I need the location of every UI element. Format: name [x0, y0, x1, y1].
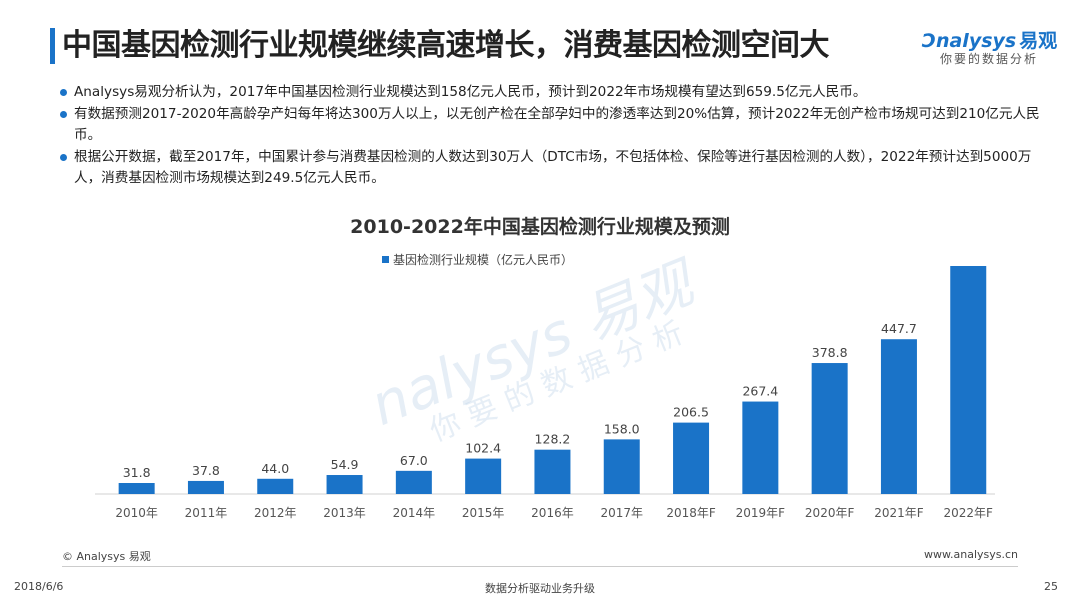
logo-slogan: 你要的数据分析	[940, 52, 1039, 66]
x-tick-label: 2021年F	[874, 506, 924, 520]
bullet-text: 有数据预测2017-2020年高龄孕产妇每年将达300万人以上，以无创产检在全部…	[74, 106, 1040, 143]
bullet-dot-icon	[60, 154, 67, 161]
x-tick-label: 2020年F	[805, 506, 855, 520]
bar	[465, 458, 502, 494]
bullet-item: 根据公开数据，截至2017年，中国累计参与消费基因检测的人数达到30万人（DTC…	[60, 147, 1045, 189]
page-title: 中国基因检测行业规模继续高速增长，消费基因检测空间大	[62, 28, 830, 63]
bar-value-label: 206.5	[673, 405, 709, 420]
bullet-dot-icon	[60, 89, 67, 96]
bar	[603, 439, 640, 494]
chart-legend: 基因检测行业规模（亿元人民币）	[382, 251, 573, 268]
bar	[811, 363, 848, 494]
logo-cn: 易观	[1019, 30, 1058, 52]
bullet-dot-icon	[60, 111, 67, 118]
footer-website: www.analysys.cn	[924, 548, 1018, 561]
bar-value-label: 378.8	[812, 345, 848, 360]
x-tick-label: 2010年	[115, 506, 158, 520]
bar-value-label: 44.0	[261, 461, 289, 476]
bar	[950, 266, 987, 494]
x-tick-label: 2015年	[462, 506, 505, 520]
x-tick-label: 2019年F	[736, 506, 786, 520]
bar	[880, 339, 917, 494]
x-tick-label: 2022年F	[944, 506, 994, 520]
x-tick-label: 2013年	[323, 506, 366, 520]
x-tick-label: 2011年	[185, 506, 228, 520]
x-tick-label: 2016年	[531, 506, 574, 520]
legend-label: 基因检测行业规模（亿元人民币）	[393, 253, 574, 267]
bar-value-label: 67.0	[400, 453, 428, 468]
bar-value-label: 31.8	[123, 465, 151, 480]
x-tick-label: 2018年F	[666, 506, 716, 520]
bar	[257, 478, 294, 494]
bar-value-label: 447.7	[881, 321, 917, 336]
logo-wordmark: Ↄnalysys 易观	[922, 26, 1057, 53]
bar-value-label: 37.8	[192, 463, 220, 478]
bar-value-label: 659.5	[950, 262, 986, 263]
bar	[187, 480, 224, 494]
bar-value-label: 54.9	[331, 457, 359, 472]
bar	[673, 422, 710, 494]
logo-a-icon: Ↄ	[922, 30, 936, 52]
x-tick-label: 2012年	[254, 506, 297, 520]
bar	[326, 475, 363, 494]
bullet-text: Analysys易观分析认为，2017年中国基因检测行业规模达到158亿元人民币…	[74, 84, 867, 100]
bullet-text: 根据公开数据，截至2017年，中国累计参与消费基因检测的人数达到30万人（DTC…	[74, 149, 1032, 186]
legend-swatch	[382, 256, 389, 263]
bullet-list: Analysys易观分析认为，2017年中国基因检测行业规模达到158亿元人民币…	[60, 82, 1045, 190]
x-tick-label: 2017年	[600, 506, 643, 520]
bar	[534, 449, 571, 494]
chart-title: 2010-2022年中国基因检测行业规模及预测	[350, 216, 730, 238]
bar-value-label: 267.4	[742, 384, 778, 399]
page-number: 25	[1044, 580, 1058, 593]
title-accent-bar	[50, 28, 55, 64]
bar	[742, 401, 779, 494]
analysys-logo: Ↄnalysys 易观 你要的数据分析	[922, 26, 1062, 70]
logo-text: nalysys	[935, 30, 1017, 52]
bar-value-label: 158.0	[604, 421, 640, 436]
footer-slogan: 数据分析驱动业务升级	[485, 582, 595, 595]
bullet-item: Analysys易观分析认为，2017年中国基因检测行业规模达到158亿元人民币…	[60, 82, 1045, 103]
bar-value-label: 128.2	[535, 432, 571, 447]
bar-chart: 31.8 2010年 37.8 2011年 44.0 2012年 54.9 2013年 67.0…	[95, 262, 995, 520]
footer-source: © Analysys 易观	[62, 550, 151, 563]
bar	[395, 470, 432, 494]
bar	[118, 483, 155, 494]
x-tick-label: 2014年	[393, 506, 436, 520]
bar-value-label: 102.4	[465, 441, 501, 456]
footer-date: 2018/6/6	[14, 580, 64, 593]
footer-divider	[62, 566, 1018, 567]
bullet-item: 有数据预测2017-2020年高龄孕产妇每年将达300万人以上，以无创产检在全部…	[60, 104, 1045, 146]
